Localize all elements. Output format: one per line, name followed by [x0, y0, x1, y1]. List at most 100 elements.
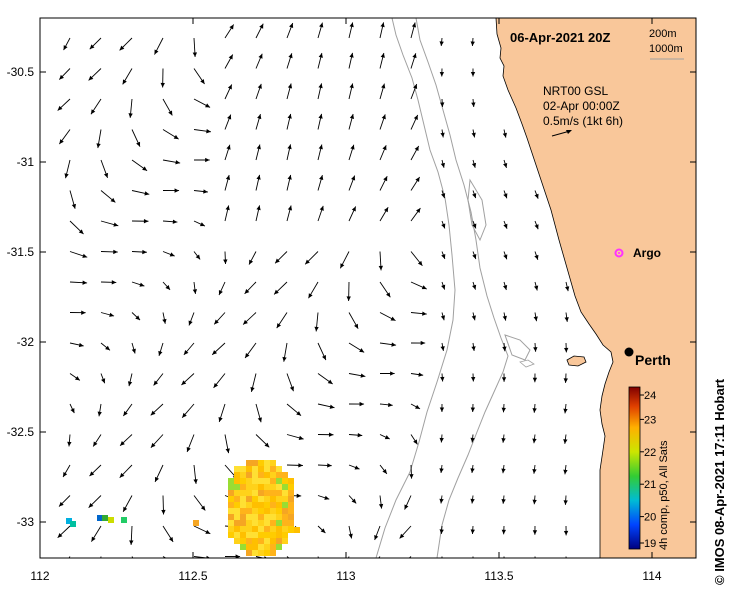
current-arrow [162, 129, 179, 140]
land-mass [495, 18, 696, 558]
sst-pixel [193, 520, 199, 526]
sst-pixel [264, 502, 270, 508]
current-arrow [193, 68, 205, 85]
sst-pixel [228, 520, 234, 526]
current-arrow [286, 463, 303, 468]
current-arrow [501, 403, 506, 413]
current-arrow [317, 495, 330, 500]
current-arrow [471, 312, 476, 321]
sst-pixel [234, 520, 240, 526]
current-arrow [501, 373, 507, 382]
current-arrow [502, 342, 507, 352]
current-arrow [563, 403, 568, 414]
current-arrow [158, 342, 164, 356]
sst-pixel [234, 532, 240, 538]
sst-pixel [270, 514, 276, 520]
current-arrow [470, 525, 475, 535]
current-arrow [399, 525, 412, 539]
sst-pixel [97, 515, 103, 521]
credit-text: © IMOS 08-Apr-2021 17:11 Hobart [712, 378, 727, 585]
current-arrow [127, 373, 133, 387]
current-arrow [213, 373, 226, 389]
sst-pixel [252, 544, 258, 550]
current-arrow [122, 68, 133, 85]
current-arrow [119, 464, 133, 478]
current-arrow [379, 371, 395, 376]
current-arrow [153, 373, 164, 386]
current-arrow [563, 434, 568, 444]
current-arrow [471, 159, 477, 168]
sst-pixel [288, 478, 294, 484]
current-arrow [441, 251, 446, 260]
current-arrow [532, 525, 538, 535]
current-arrow [534, 220, 539, 230]
current-arrow [69, 342, 84, 348]
current-arrow [472, 251, 477, 260]
sst-pixel [234, 526, 240, 532]
sst-pixel [252, 550, 258, 556]
current-arrow [69, 280, 88, 285]
sst-pixel [270, 544, 276, 550]
lon-tick-label: 112.5 [178, 569, 207, 583]
sst-pixel [252, 472, 258, 478]
current-arrow [440, 98, 445, 108]
sst-pixel [264, 466, 270, 472]
sst-pixel [258, 550, 264, 556]
current-arrow [286, 144, 292, 161]
current-arrow [193, 251, 201, 260]
current-arrow [348, 495, 357, 504]
current-arrow [439, 403, 445, 413]
current-arrow [286, 403, 302, 417]
current-arrow [317, 373, 333, 385]
current-arrow [100, 312, 115, 317]
current-arrow [286, 22, 294, 39]
current-arrow [96, 129, 102, 149]
sst-pixel [234, 472, 240, 478]
sst-pixel [258, 502, 264, 508]
sst-pixel [234, 538, 240, 544]
sst-pixel [240, 520, 246, 526]
sst-pixel [288, 490, 294, 496]
perth-marker[interactable] [624, 347, 634, 357]
sst-pixel [234, 502, 240, 508]
current-arrow [131, 190, 150, 196]
current-arrow [404, 495, 412, 510]
argo-marker[interactable] [614, 248, 624, 258]
current-arrow [69, 220, 84, 235]
sst-pixel [258, 496, 264, 502]
vector-scale-label: 0.5m/s (1kt 6h) [543, 114, 623, 128]
current-arrow [503, 251, 508, 260]
sst-pixel [264, 544, 270, 550]
sst-pixel [282, 532, 288, 538]
sst-pixel [270, 478, 276, 484]
sst-pixel [258, 520, 264, 526]
island-outline [467, 178, 487, 242]
current-arrow [224, 24, 235, 39]
current-arrow [348, 144, 355, 161]
current-arrow [470, 373, 476, 382]
current-arrow [410, 22, 417, 39]
current-arrow [131, 249, 147, 255]
perth-label: Perth [635, 352, 671, 368]
current-arrow [502, 312, 507, 321]
current-arrow [532, 495, 537, 505]
current-arrow [472, 220, 477, 229]
current-arrow [162, 188, 180, 193]
sst-pixel [276, 496, 282, 502]
sst-pixel [70, 521, 76, 527]
current-arrow [69, 373, 81, 381]
current-arrow [410, 83, 418, 100]
sst-pixel [258, 514, 264, 520]
current-arrow [533, 312, 538, 322]
current-arrow [224, 434, 230, 454]
current-arrow [62, 464, 71, 478]
current-arrow [501, 464, 506, 474]
current-arrow [314, 312, 319, 332]
sst-pixel [288, 527, 294, 533]
lat-tick-label: -31.5 [7, 245, 35, 259]
current-arrow [193, 129, 211, 134]
colorbar-tick-label: 21 [644, 479, 656, 491]
current-arrow [286, 205, 293, 222]
current-arrow [564, 342, 569, 353]
